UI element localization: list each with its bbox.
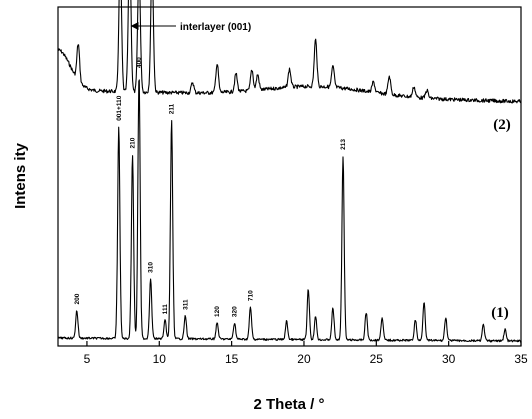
x-axis-ticks: 5 10 15 20 25 30 35 bbox=[84, 341, 528, 366]
x-tick-label: 15 bbox=[225, 352, 239, 366]
traces bbox=[57, 0, 522, 343]
peak-label: 311 bbox=[182, 299, 189, 310]
plot-frame bbox=[57, 6, 522, 347]
x-tick-label: 20 bbox=[297, 352, 311, 366]
peak-label: 200 bbox=[74, 293, 81, 304]
peak-label: 210 bbox=[130, 137, 137, 148]
peak-label: 320 bbox=[232, 306, 239, 317]
y-axis-title: Intens ity bbox=[12, 142, 29, 209]
series-labels: (2) (1) bbox=[491, 117, 511, 321]
series-label: (2) bbox=[493, 117, 511, 133]
peak-label: 710 bbox=[247, 290, 254, 301]
peak-labels: 200 001+110 210 400 310 111 211 311 120 320 710 213 bbox=[74, 57, 347, 317]
x-tick-label: 5 bbox=[84, 352, 91, 366]
x-tick-label: 25 bbox=[370, 352, 384, 366]
peak-label: 120 bbox=[214, 306, 221, 317]
series-top bbox=[57, 0, 522, 104]
annotations: interlayer (001) bbox=[130, 22, 251, 33]
x-axis-title: 2 Theta / ° bbox=[253, 396, 324, 413]
xrd-trace bbox=[57, 79, 522, 343]
series-bottom bbox=[57, 79, 522, 343]
peak-label: 001+110 bbox=[116, 95, 123, 121]
x-tick-label: 10 bbox=[153, 352, 167, 366]
peak-label: 211 bbox=[169, 103, 176, 114]
xrd-trace bbox=[57, 0, 522, 104]
peak-label: 400 bbox=[136, 57, 143, 68]
x-tick-label: 35 bbox=[514, 352, 528, 366]
peak-label: 310 bbox=[148, 262, 155, 273]
annotation-label: interlayer (001) bbox=[180, 22, 251, 33]
peak-label: 213 bbox=[340, 139, 347, 150]
series-label: (1) bbox=[491, 305, 509, 321]
peak-label: 111 bbox=[162, 304, 169, 315]
x-tick-label: 30 bbox=[442, 352, 456, 366]
